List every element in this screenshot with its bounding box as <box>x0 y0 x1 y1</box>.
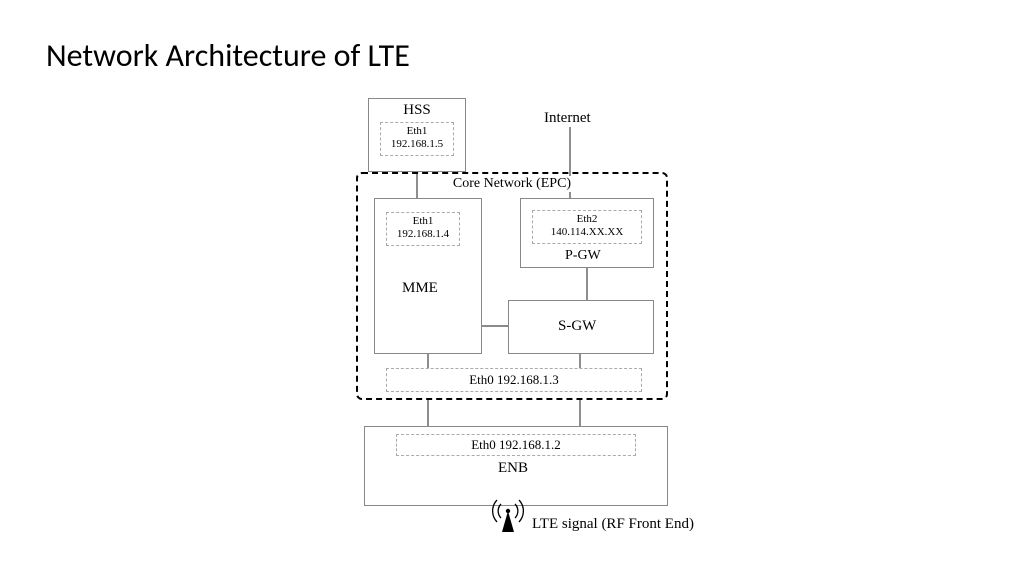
epc-eth0-box: Eth0 192.168.1.3 <box>386 368 642 392</box>
rf-label: LTE signal (RF Front End) <box>532 516 694 533</box>
enb-eth-text: Eth0 192.168.1.2 <box>471 437 561 452</box>
pgw-label: P-GW <box>565 248 601 264</box>
mme-eth-ip: 192.168.1.4 <box>387 228 459 241</box>
antenna-icon <box>488 494 528 534</box>
pgw-eth-name: Eth2 <box>533 213 641 226</box>
mme-label: MME <box>402 280 438 297</box>
mme-eth-box: Eth1 192.168.1.4 <box>386 212 460 246</box>
internet-label: Internet <box>544 110 591 127</box>
page-title: Network Architecture of LTE <box>46 36 410 75</box>
epc-eth0-text: Eth0 192.168.1.3 <box>469 372 559 387</box>
hss-label: HSS <box>369 102 465 119</box>
hss-eth-ip: 192.168.1.5 <box>381 138 453 151</box>
epc-label: Core Network (EPC) <box>438 176 586 192</box>
hss-eth-box: Eth1 192.168.1.5 <box>380 122 454 156</box>
pgw-eth-ip: 140.114.XX.XX <box>533 226 641 239</box>
hss-eth-name: Eth1 <box>381 125 453 138</box>
sgw-label: S-GW <box>558 318 596 335</box>
enb-eth-box: Eth0 192.168.1.2 <box>396 434 636 456</box>
pgw-eth-box: Eth2 140.114.XX.XX <box>532 210 642 244</box>
mme-eth-name: Eth1 <box>387 215 459 228</box>
enb-label: ENB <box>498 460 528 477</box>
